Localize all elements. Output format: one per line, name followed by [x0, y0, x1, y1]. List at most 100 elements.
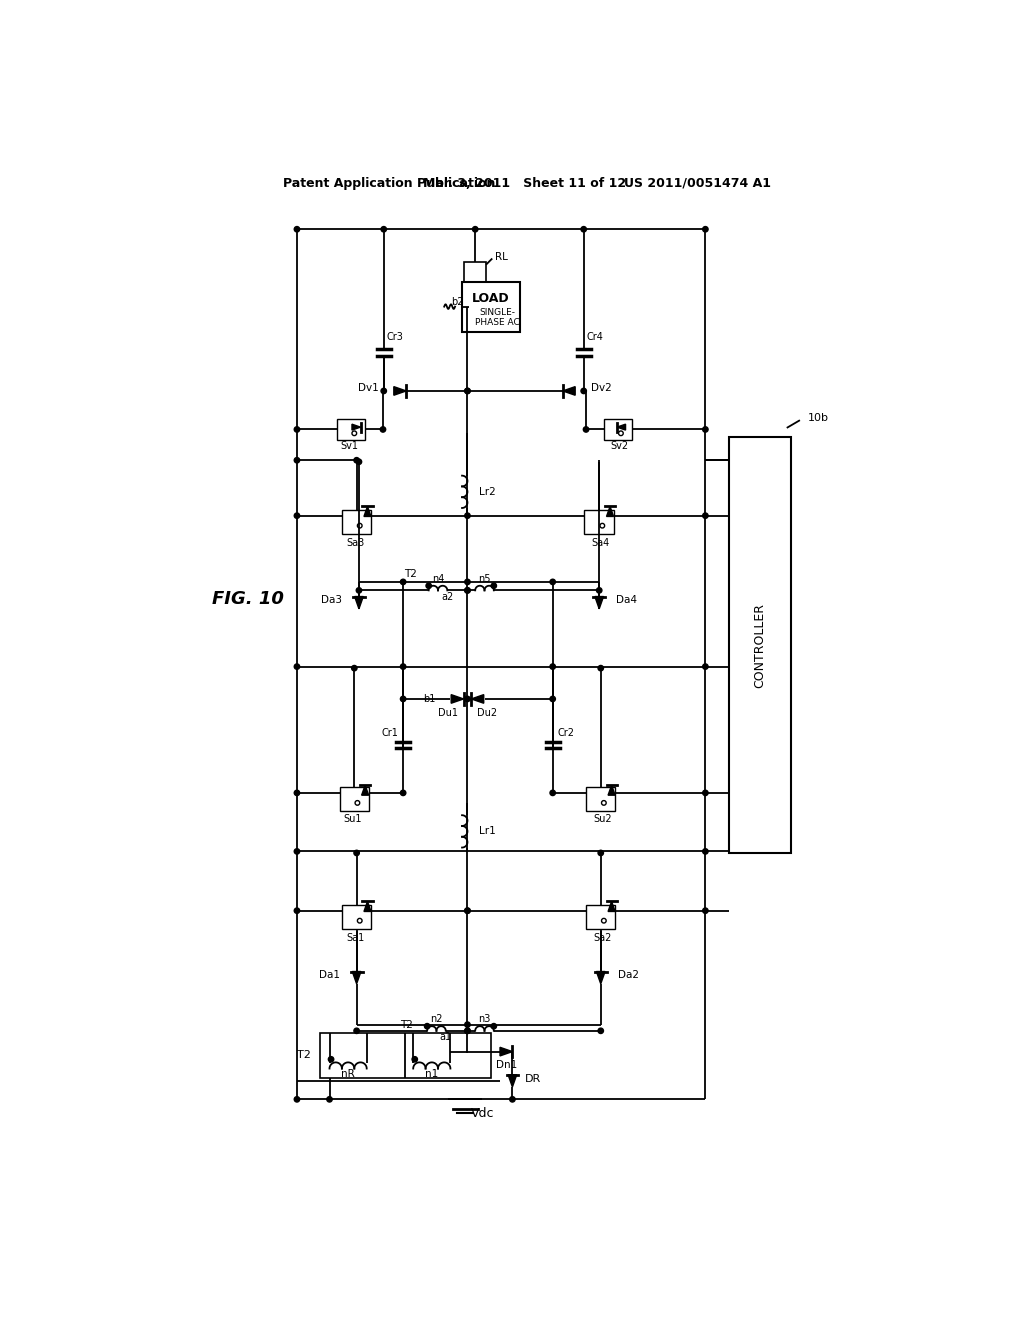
Text: RL: RL: [496, 252, 508, 261]
Bar: [586, 904, 615, 929]
Text: b1: b1: [423, 694, 435, 704]
Circle shape: [294, 664, 300, 669]
Text: Du1: Du1: [438, 708, 458, 718]
Polygon shape: [352, 972, 361, 983]
Circle shape: [412, 1056, 418, 1063]
Text: b2: b2: [452, 297, 464, 308]
Text: Cr4: Cr4: [587, 333, 604, 342]
Circle shape: [492, 1023, 497, 1028]
Circle shape: [702, 227, 708, 232]
Circle shape: [294, 227, 300, 232]
Text: Lr2: Lr2: [479, 487, 496, 496]
Circle shape: [465, 388, 470, 393]
Text: n4: n4: [432, 574, 444, 583]
Text: Lr1: Lr1: [479, 826, 496, 837]
Circle shape: [381, 227, 386, 232]
Circle shape: [597, 587, 602, 593]
Circle shape: [550, 664, 555, 669]
Text: Patent Application Publication: Patent Application Publication: [283, 177, 496, 190]
Text: LOAD: LOAD: [472, 293, 510, 305]
Polygon shape: [606, 507, 613, 516]
Text: Su2: Su2: [593, 814, 611, 824]
Bar: [337, 418, 366, 441]
Text: Sa1: Sa1: [346, 933, 365, 944]
Circle shape: [356, 587, 361, 593]
Polygon shape: [596, 972, 605, 983]
Text: Sv2: Sv2: [610, 441, 629, 451]
Text: Dn1: Dn1: [496, 1060, 517, 1071]
Text: T2: T2: [400, 1019, 414, 1030]
Circle shape: [465, 908, 470, 913]
Text: Da4: Da4: [616, 594, 637, 605]
Circle shape: [598, 1028, 603, 1034]
Text: Sa3: Sa3: [346, 539, 365, 548]
Text: Sa2: Sa2: [593, 933, 611, 944]
Polygon shape: [361, 785, 369, 795]
Text: T2: T2: [404, 569, 417, 579]
Circle shape: [465, 388, 470, 393]
Polygon shape: [500, 1047, 512, 1056]
Text: Da2: Da2: [617, 970, 639, 979]
Circle shape: [581, 388, 587, 393]
Polygon shape: [364, 507, 371, 516]
Circle shape: [702, 426, 708, 432]
Circle shape: [294, 908, 300, 913]
Text: Su1: Su1: [343, 814, 362, 824]
Text: Vdc: Vdc: [471, 1106, 495, 1119]
Circle shape: [294, 458, 300, 463]
Circle shape: [702, 513, 708, 519]
Bar: [321, 1034, 490, 1077]
Circle shape: [294, 426, 300, 432]
Circle shape: [400, 791, 406, 796]
Polygon shape: [352, 424, 360, 430]
Text: Dv2: Dv2: [591, 383, 611, 393]
Text: Sa4: Sa4: [592, 539, 610, 548]
Circle shape: [426, 583, 431, 589]
Polygon shape: [394, 387, 407, 395]
Text: Cr1: Cr1: [382, 727, 398, 738]
Circle shape: [598, 850, 603, 855]
Polygon shape: [617, 424, 626, 430]
Text: SINGLE-
PHASE AC: SINGLE- PHASE AC: [474, 308, 519, 327]
Bar: [585, 510, 614, 535]
Circle shape: [465, 579, 470, 585]
Text: n5: n5: [478, 574, 490, 583]
Circle shape: [702, 791, 708, 796]
Circle shape: [492, 583, 497, 589]
Bar: [586, 788, 615, 810]
Circle shape: [381, 388, 386, 393]
Circle shape: [702, 664, 708, 669]
Circle shape: [550, 791, 555, 796]
Polygon shape: [508, 1074, 517, 1088]
Circle shape: [294, 1097, 300, 1102]
Circle shape: [351, 665, 357, 671]
Polygon shape: [563, 387, 575, 395]
Text: CONTROLLER: CONTROLLER: [753, 602, 766, 688]
Text: a1: a1: [439, 1032, 452, 1041]
Circle shape: [354, 458, 359, 463]
Polygon shape: [354, 597, 364, 609]
Text: US 2011/0051474 A1: US 2011/0051474 A1: [625, 177, 771, 190]
Circle shape: [356, 459, 361, 465]
Circle shape: [465, 513, 470, 519]
Polygon shape: [364, 902, 371, 911]
Circle shape: [510, 1097, 515, 1102]
Circle shape: [465, 587, 470, 593]
Text: Sv1: Sv1: [341, 441, 358, 451]
Circle shape: [380, 426, 386, 432]
Circle shape: [598, 665, 603, 671]
Bar: [342, 510, 372, 535]
Bar: [340, 788, 369, 810]
Bar: [604, 418, 632, 441]
Polygon shape: [608, 785, 615, 795]
Circle shape: [702, 908, 708, 913]
Circle shape: [424, 1023, 430, 1028]
Circle shape: [400, 696, 406, 702]
Circle shape: [472, 227, 478, 232]
Circle shape: [465, 908, 470, 913]
Circle shape: [354, 850, 359, 855]
Circle shape: [581, 227, 587, 232]
Text: Da3: Da3: [321, 594, 342, 605]
Polygon shape: [595, 597, 603, 609]
Circle shape: [400, 579, 406, 585]
